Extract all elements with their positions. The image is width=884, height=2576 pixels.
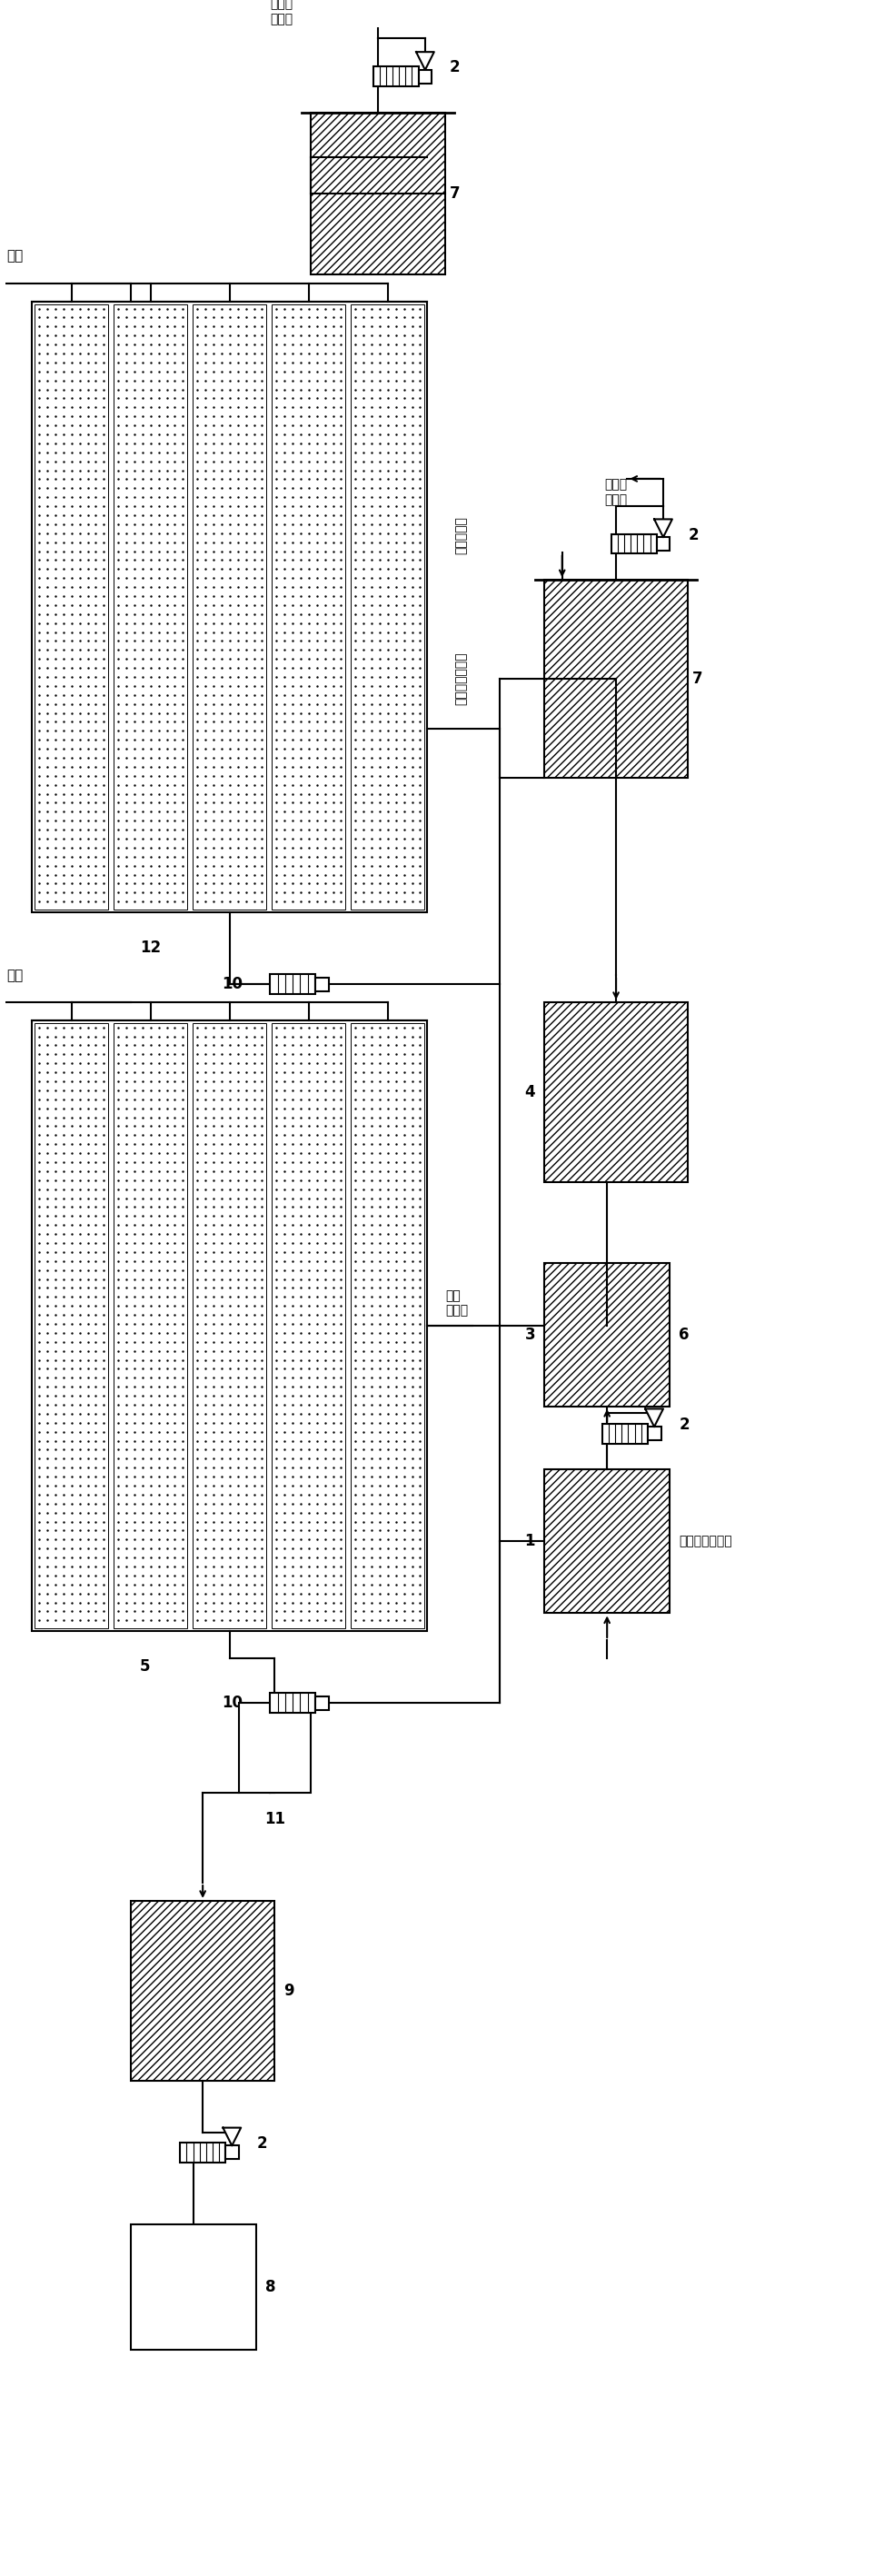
Text: 二级浓缩水: 二级浓缩水	[454, 515, 467, 554]
Bar	[310, 113, 446, 273]
Text: 2: 2	[688, 526, 698, 544]
Polygon shape	[416, 52, 434, 70]
Bar	[271, 974, 315, 994]
Bar	[418, 70, 432, 82]
Bar	[34, 1023, 109, 1628]
Text: 2: 2	[450, 59, 461, 75]
Text: 5: 5	[140, 1659, 150, 1674]
Text: 7: 7	[692, 670, 703, 688]
Text: 6: 6	[679, 1327, 690, 1342]
Text: 10: 10	[222, 976, 243, 992]
Bar	[612, 533, 657, 554]
Bar	[351, 1023, 424, 1628]
Polygon shape	[223, 2128, 241, 2146]
Polygon shape	[654, 520, 672, 538]
Text: 产水: 产水	[6, 250, 23, 263]
Text: 一级
浓缩水: 一级 浓缩水	[446, 1288, 469, 1316]
Text: 7: 7	[450, 185, 461, 201]
Text: 供各循
环水池: 供各循 环水池	[605, 479, 628, 505]
Bar	[131, 2223, 256, 2349]
Bar	[545, 1262, 670, 1406]
Bar	[647, 1427, 661, 1440]
Bar	[545, 1002, 688, 1182]
Bar	[373, 67, 418, 88]
Bar	[603, 1425, 647, 1443]
Text: 3: 3	[524, 1327, 535, 1342]
Text: （返回原水箱）: （返回原水箱）	[454, 652, 467, 706]
Bar	[545, 580, 688, 778]
Text: 供各循
环水池: 供各循 环水池	[271, 0, 293, 26]
Bar	[114, 304, 187, 909]
Text: （接高位水池）: （接高位水池）	[679, 1535, 732, 1548]
Text: 2: 2	[256, 2136, 267, 2151]
Bar	[34, 304, 109, 909]
Bar	[225, 2146, 239, 2159]
Bar	[351, 304, 424, 909]
Text: 2: 2	[679, 1417, 690, 1432]
Polygon shape	[645, 1409, 663, 1427]
Text: 10: 10	[222, 1695, 243, 1710]
Bar	[657, 538, 670, 551]
Bar	[32, 301, 427, 912]
Bar	[315, 976, 329, 992]
Text: 产水: 产水	[6, 969, 23, 981]
Bar	[32, 1020, 427, 1631]
Bar	[239, 1703, 310, 1793]
Bar	[193, 304, 267, 909]
Bar	[193, 1023, 267, 1628]
Text: 1: 1	[525, 1533, 535, 1551]
Bar	[131, 1901, 275, 2081]
Text: 11: 11	[264, 1811, 285, 1826]
Bar	[315, 1698, 329, 1710]
Text: 9: 9	[284, 1984, 294, 1999]
Bar	[271, 1692, 315, 1713]
Bar	[545, 1468, 670, 1613]
Bar	[272, 1023, 346, 1628]
Bar	[272, 304, 346, 909]
Text: 8: 8	[265, 2280, 276, 2295]
Text: 12: 12	[140, 940, 161, 956]
Bar	[180, 2143, 225, 2161]
Bar	[114, 1023, 187, 1628]
Text: 4: 4	[524, 1084, 535, 1100]
